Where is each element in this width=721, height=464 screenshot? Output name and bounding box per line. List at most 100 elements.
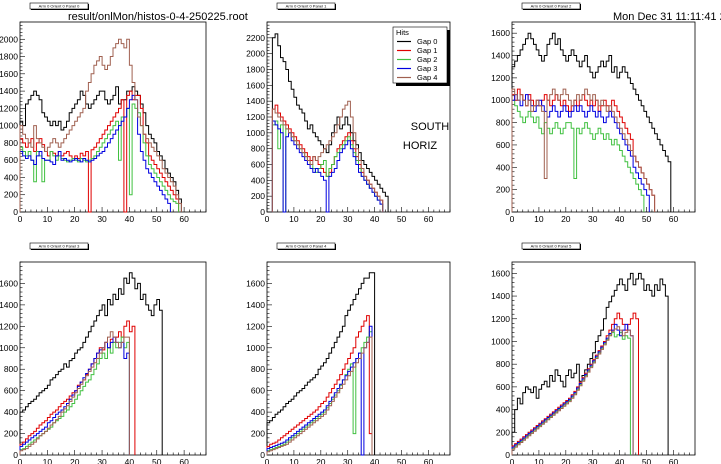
y-tick-label: 800 — [4, 364, 18, 374]
y-tick-label: 200 — [4, 429, 18, 439]
panel-title: Arm 0 Orient 0 Panel 5 — [531, 244, 572, 249]
y-tick-label: 1400 — [0, 300, 18, 310]
y-tick-label: 1000 — [246, 343, 265, 353]
y-tick-label: 0 — [13, 450, 18, 460]
y-tick-label: 1000 — [0, 121, 18, 131]
timestamp-header: Mon Dec 31 11:11:41 2007 — [613, 11, 721, 23]
y-tick-label: 200 — [251, 191, 265, 201]
x-tick-label: 50 — [397, 214, 407, 224]
y-tick-label: 0 — [260, 207, 265, 217]
x-tick-label: 20 — [561, 457, 571, 464]
x-tick-label: 50 — [397, 457, 407, 464]
x-tick-label: 50 — [642, 457, 652, 464]
y-tick-label: 400 — [251, 175, 265, 185]
x-tick-label: 0 — [265, 214, 270, 224]
x-tick-label: 10 — [289, 214, 299, 224]
x-tick-label: 40 — [125, 214, 135, 224]
y-tick-label: 2200 — [246, 33, 265, 43]
x-tick-label: 40 — [125, 457, 135, 464]
x-tick-label: 30 — [343, 214, 353, 224]
x-tick-label: 0 — [510, 457, 515, 464]
panel-title: Arm 0 Orient 0 Panel 1 — [286, 4, 327, 9]
y-tick-label: 1200 — [0, 103, 18, 113]
file-path-header: result/onlMon/histos-0-4-250225.root — [68, 11, 248, 23]
x-tick-label: 20 — [70, 457, 80, 464]
y-tick-label: 0 — [505, 207, 510, 217]
plot-frame — [511, 261, 696, 456]
x-tick-label: 60 — [179, 214, 189, 224]
annotation-south: SOUTH — [411, 121, 450, 133]
y-tick-label: 200 — [4, 190, 18, 200]
y-tick-label: 1200 — [246, 321, 265, 331]
panel-grid: Arm 0 Orient 0 Panel 00 10 20 30 40 50 6002004… — [0, 2, 696, 464]
y-tick-label: 1600 — [0, 69, 18, 79]
y-tick-label: 1200 — [246, 112, 265, 122]
series-line-gap-0 — [266, 272, 376, 455]
annotation-horiz: HORIZ — [403, 140, 438, 152]
x-tick-label: 20 — [316, 457, 326, 464]
y-tick-label: 400 — [496, 162, 510, 172]
y-tick-label: 1400 — [0, 86, 18, 96]
histogram-panel-3: Arm 0 Orient 0 Panel 30 10 20 30 40 50 6002004… — [0, 242, 207, 464]
y-tick-label: 600 — [251, 386, 265, 396]
series-line-gap-0 — [511, 32, 672, 212]
series-line-gap-4 — [19, 331, 130, 455]
y-tick-label: 600 — [496, 140, 510, 150]
x-tick-label: 20 — [316, 214, 326, 224]
y-tick-label: 400 — [496, 405, 510, 415]
panel-title-box — [29, 242, 89, 250]
panel-title-box — [521, 242, 581, 250]
series-line-gap-2 — [511, 99, 645, 212]
y-tick-label: 200 — [496, 427, 510, 437]
histogram-panel-0: Arm 0 Orient 0 Panel 00 10 20 30 40 50 6002004… — [0, 2, 207, 224]
y-tick-label: 600 — [4, 155, 18, 165]
y-tick-label: 1000 — [0, 343, 18, 353]
y-tick-label: 0 — [505, 450, 510, 460]
histogram-panel-2: Arm 0 Orient 0 Panel 20 10 20 30 40 50 6002004… — [491, 2, 696, 224]
y-tick-label: 1800 — [0, 52, 18, 62]
panel-title: Arm 0 Orient 0 Panel 3 — [39, 244, 80, 249]
x-tick-label: 0 — [18, 214, 23, 224]
y-tick-label: 800 — [251, 144, 265, 154]
x-tick-label: 0 — [265, 457, 270, 464]
y-tick-label: 2000 — [0, 34, 18, 44]
y-tick-label: 1400 — [246, 300, 265, 310]
x-tick-label: 10 — [534, 457, 544, 464]
y-tick-label: 200 — [496, 185, 510, 195]
panel-title-box — [276, 242, 336, 250]
series-line-gap-2 — [511, 331, 631, 455]
y-tick-label: 200 — [251, 429, 265, 439]
series-line-gap-4 — [271, 100, 384, 212]
panel-title: Arm 0 Orient 0 Panel 4 — [286, 244, 327, 249]
y-tick-label: 1600 — [0, 278, 18, 288]
y-tick-label: 800 — [4, 138, 18, 148]
x-tick-label: 40 — [615, 457, 625, 464]
y-tick-label: 600 — [4, 386, 18, 396]
y-tick-label: 1600 — [491, 268, 510, 278]
panel-title-box — [29, 2, 89, 10]
x-tick-label: 50 — [152, 214, 162, 224]
series-line-gap-4 — [19, 38, 182, 212]
legend-box — [392, 26, 448, 84]
series-line-gap-1 — [271, 104, 384, 212]
y-tick-label: 1000 — [491, 336, 510, 346]
series-line-gap-0 — [511, 272, 669, 455]
x-tick-label: 20 — [561, 214, 571, 224]
histogram-panel-1: Arm 0 Orient 0 Panel 10 10 20 30 40 50 6002004… — [246, 2, 451, 224]
x-tick-label: 30 — [97, 457, 107, 464]
x-tick-label: 0 — [510, 214, 515, 224]
y-tick-label: 2000 — [246, 49, 265, 59]
y-tick-label: 1200 — [491, 314, 510, 324]
series-line-gap-4 — [511, 326, 634, 455]
series-line-gap-4 — [266, 336, 373, 455]
y-tick-label: 800 — [496, 118, 510, 128]
series-line-gap-2 — [266, 331, 373, 455]
y-tick-label: 1200 — [0, 321, 18, 331]
legend-entry-label: Gap 3 — [417, 64, 437, 73]
x-tick-label: 50 — [642, 214, 652, 224]
y-tick-label: 1400 — [491, 291, 510, 301]
x-tick-label: 30 — [588, 214, 598, 224]
legend-entry-label: Gap 0 — [417, 37, 437, 46]
panel-title-box — [276, 2, 336, 10]
